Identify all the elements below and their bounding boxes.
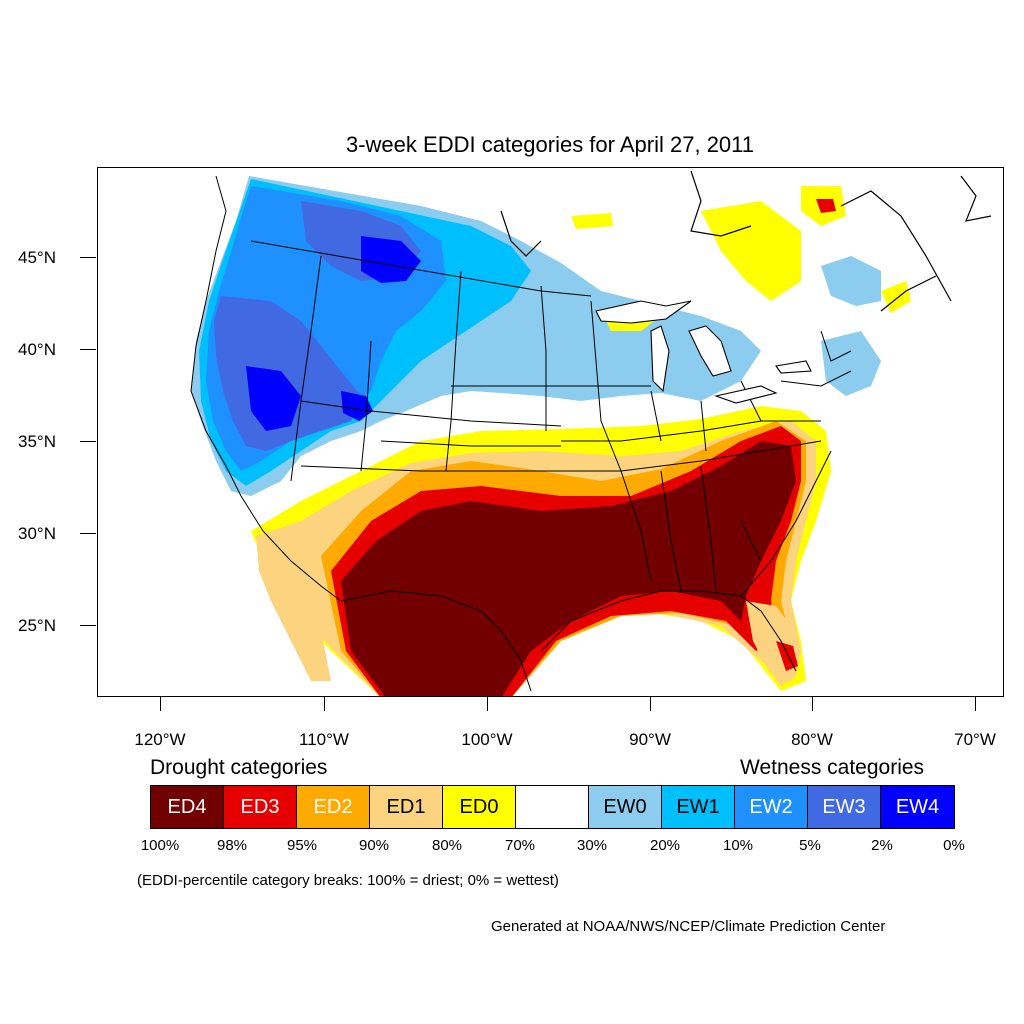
legend-neutral bbox=[516, 786, 589, 828]
ew3-region bbox=[214, 296, 361, 451]
lon-label-100: 100°W bbox=[461, 730, 513, 749]
wetness-heading: Wetness categories bbox=[740, 756, 925, 779]
credit-line: Generated at NOAA/NWS/NCEP/Climate Predi… bbox=[491, 918, 886, 935]
ed3-quebec bbox=[816, 199, 836, 213]
lat-tick bbox=[80, 533, 96, 534]
ed1-baja bbox=[256, 536, 331, 681]
pct-break: 70% bbox=[504, 837, 536, 854]
lon-label-70: 70°W bbox=[954, 730, 996, 749]
ew4-region-west bbox=[246, 366, 301, 431]
pct-break: 98% bbox=[216, 837, 248, 854]
legend-ed2: ED2 bbox=[297, 786, 370, 828]
pct-break: 0% bbox=[943, 837, 965, 854]
ed0-superior bbox=[571, 213, 613, 229]
legend-ed4: ED4 bbox=[151, 786, 224, 828]
eddi-map bbox=[97, 167, 1004, 697]
legend-label: EW2 bbox=[749, 795, 793, 818]
map-canvas bbox=[190, 170, 992, 696]
lon-label-120: 120°W bbox=[134, 730, 186, 749]
great-lakes bbox=[595, 300, 812, 404]
lon-label-110: 110°W bbox=[299, 730, 349, 749]
category-legend: ED4 ED3 ED2 ED1 ED0 EW0 EW1 EW2 EW3 EW4 bbox=[150, 785, 955, 829]
lat-tick bbox=[80, 441, 96, 442]
pct-break: 10% bbox=[722, 837, 754, 854]
legend-ew1: EW1 bbox=[662, 786, 735, 828]
legend-label: ED3 bbox=[240, 795, 280, 818]
pct-break: 90% bbox=[358, 837, 390, 854]
legend-label: EW3 bbox=[822, 795, 866, 818]
lon-tick bbox=[324, 697, 325, 711]
pct-break: 100% bbox=[140, 837, 180, 854]
pct-break: 80% bbox=[431, 837, 463, 854]
lat-label-30: 30°N bbox=[18, 524, 56, 543]
lat-label-35: 35°N bbox=[18, 432, 56, 451]
legend-ew3: EW3 bbox=[808, 786, 881, 828]
canada-coast bbox=[500, 170, 992, 312]
pct-break: 30% bbox=[576, 837, 608, 854]
legend-label: ED4 bbox=[167, 795, 207, 818]
lat-label-25: 25°N bbox=[18, 616, 56, 635]
ed4-region bbox=[341, 441, 796, 696]
legend-label: ED0 bbox=[459, 795, 499, 818]
pct-break: 95% bbox=[286, 837, 318, 854]
legend-label: EW4 bbox=[895, 795, 940, 818]
lon-tick bbox=[487, 697, 488, 711]
legend-ed0: ED0 bbox=[443, 786, 516, 828]
lon-tick bbox=[975, 697, 976, 711]
category-note: (EDDI-percentile category breaks: 100% =… bbox=[137, 872, 559, 889]
legend-ew4: EW4 bbox=[881, 786, 954, 828]
lon-tick bbox=[160, 697, 161, 711]
ed0-northeast bbox=[881, 281, 911, 313]
ew4-region bbox=[361, 236, 421, 283]
pct-break: 20% bbox=[649, 837, 681, 854]
legend-ed1: ED1 bbox=[370, 786, 443, 828]
pct-break: 2% bbox=[871, 837, 893, 854]
legend-label: ED2 bbox=[313, 795, 353, 818]
lat-tick bbox=[80, 349, 96, 350]
lat-label-45: 45°N bbox=[18, 248, 56, 267]
legend-ed3: ED3 bbox=[224, 786, 297, 828]
legend-ew0: EW0 bbox=[589, 786, 662, 828]
lat-tick bbox=[80, 257, 96, 258]
ew0-region-east bbox=[821, 331, 881, 396]
legend-ew2: EW2 bbox=[735, 786, 808, 828]
map-title: 3-week EDDI categories for April 27, 201… bbox=[345, 132, 755, 157]
lat-tick bbox=[80, 625, 96, 626]
legend-label: EW0 bbox=[603, 795, 647, 818]
state-boundaries bbox=[190, 175, 852, 692]
lat-label-40: 40°N bbox=[18, 340, 56, 359]
ew0-region-ne bbox=[821, 256, 881, 306]
legend-label: ED1 bbox=[386, 795, 426, 818]
lon-tick bbox=[812, 697, 813, 711]
lon-label-80: 80°W bbox=[791, 730, 833, 749]
legend-label: EW1 bbox=[676, 795, 720, 818]
pct-break: 5% bbox=[799, 837, 821, 854]
lon-label-90: 90°W bbox=[629, 730, 671, 749]
ed0-ontario bbox=[701, 201, 801, 301]
drought-heading: Drought categories bbox=[150, 756, 328, 779]
ew4-region-utah bbox=[341, 391, 373, 421]
lon-tick bbox=[650, 697, 651, 711]
